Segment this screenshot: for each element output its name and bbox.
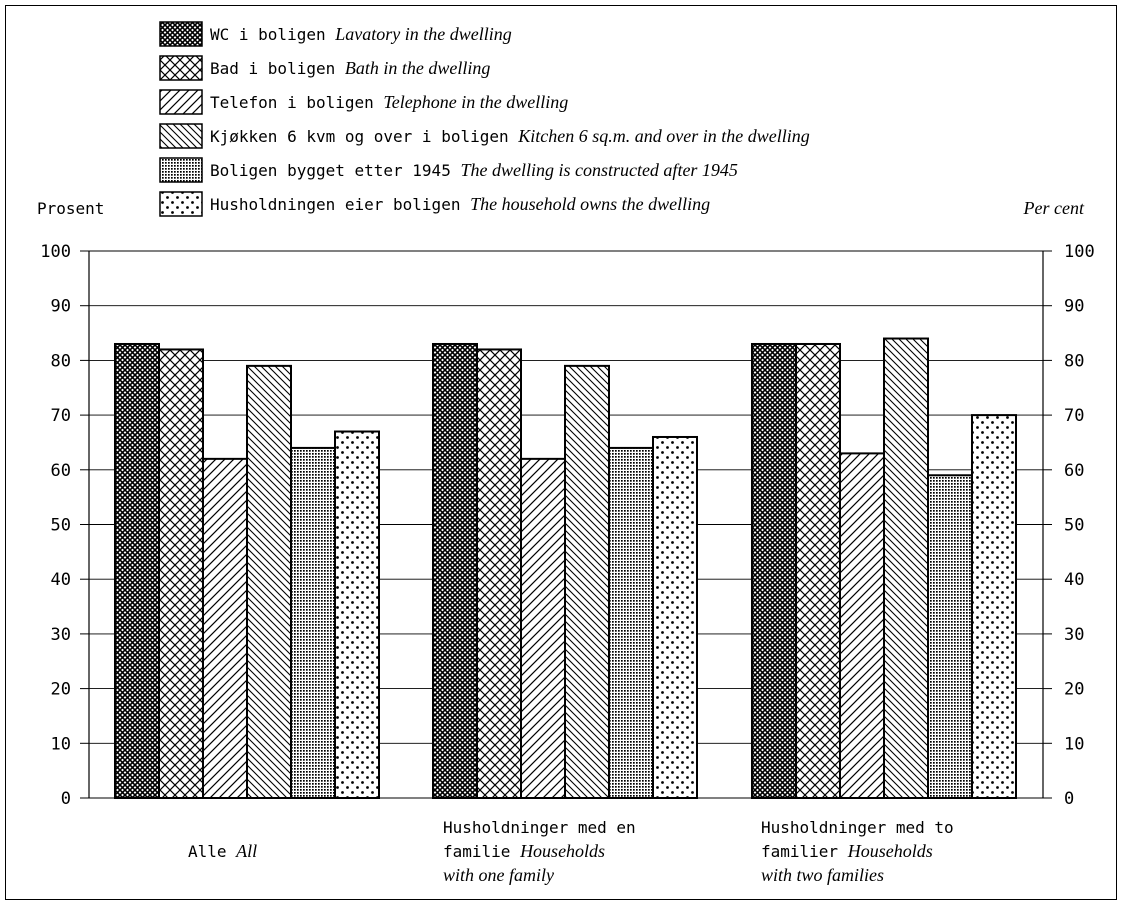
bar-2-6	[652, 435, 698, 799]
tick-labels: 0 0 10 10 20 20 30 30 40 40 50 50 60 60 70 70 80 80 90 90 10…	[40, 242, 1094, 809]
y-tick-label-left: 20	[51, 680, 71, 700]
category-label: with one family	[443, 865, 554, 885]
bar-2-4	[564, 364, 610, 799]
bar-3-4	[883, 337, 929, 799]
legend-entry: Kjøkken 6 kvm og over i boligen Kitchen …	[210, 126, 810, 146]
bar-3-3	[839, 452, 885, 799]
category-label: Husholdninger med to	[761, 818, 954, 837]
legend-entry: Telefon i boligen Telephone in the dwell…	[210, 92, 568, 112]
y-tick-label-left: 80	[51, 351, 71, 371]
y-tick-label-right: 40	[1064, 570, 1084, 590]
y-axis-title-right: Per cent	[1023, 198, 1085, 218]
y-tick-label-right: 0	[1064, 789, 1074, 809]
bar-2-2	[476, 348, 522, 799]
y-tick-label-left: 10	[51, 734, 71, 754]
bar-2-5	[608, 446, 654, 799]
y-tick-label-right: 10	[1064, 734, 1084, 754]
bar-2-3	[520, 457, 566, 799]
legend-swatch	[159, 157, 203, 183]
category-label: familie Households	[443, 841, 605, 861]
y-tick-label-right: 70	[1064, 406, 1084, 426]
y-tick-label-right: 20	[1064, 680, 1084, 700]
y-tick-label-right: 50	[1064, 516, 1084, 536]
legend-entry: Husholdningen eier boligen The household…	[210, 194, 710, 214]
legend-entry: Bad i boligen Bath in the dwelling	[210, 58, 490, 78]
y-tick-label-right: 80	[1064, 351, 1084, 371]
bar-1-4	[246, 364, 292, 799]
y-tick-label-left: 90	[51, 297, 71, 317]
bar-3-1	[751, 342, 797, 799]
legend-entry: WC i boligen Lavatory in the dwelling	[210, 24, 512, 44]
legend-swatch	[159, 123, 203, 149]
y-tick-label-left: 50	[51, 516, 71, 536]
legend-swatch	[159, 21, 203, 47]
y-tick-label-left: 60	[51, 461, 71, 481]
bar-2-1	[432, 342, 478, 799]
bars	[114, 337, 1017, 799]
category-labels: Alle All Husholdninger med en familie Hous…	[188, 818, 954, 885]
legend-swatch	[159, 191, 203, 217]
bar-1-3	[202, 457, 248, 799]
y-axis-title-left: Prosent	[37, 199, 104, 218]
category-label: familier Households	[761, 841, 933, 861]
bar-1-5	[290, 446, 336, 799]
category-label: Alle All	[188, 841, 257, 861]
y-tick-label-right: 60	[1064, 461, 1084, 481]
y-tick-label-left: 70	[51, 406, 71, 426]
y-tick-label-right: 90	[1064, 297, 1084, 317]
axis-titles: Prosent Per cent	[37, 198, 1085, 218]
legend-swatch	[159, 55, 203, 81]
bar-3-5	[927, 474, 973, 799]
legend-entry: Boligen bygget etter 1945 The dwelling i…	[210, 160, 738, 180]
y-tick-label-left: 40	[51, 570, 71, 590]
category-label: Husholdninger med en	[443, 818, 636, 837]
bar-1-6	[334, 430, 380, 799]
legend-swatch	[159, 89, 203, 115]
y-tick-label-right: 100	[1064, 242, 1095, 262]
bar-1-1	[114, 342, 160, 799]
y-tick-label-left: 30	[51, 625, 71, 645]
category-label: with two families	[761, 865, 884, 885]
y-tick-label-left: 0	[61, 789, 71, 809]
bar-3-6	[971, 414, 1017, 799]
bar-1-2	[158, 348, 204, 799]
y-tick-label-left: 100	[40, 242, 71, 262]
chart-legend: WC i boligen Lavatory in the dwelling Bad…	[159, 21, 810, 217]
y-tick-label-right: 30	[1064, 625, 1084, 645]
bar-3-2	[795, 342, 841, 799]
